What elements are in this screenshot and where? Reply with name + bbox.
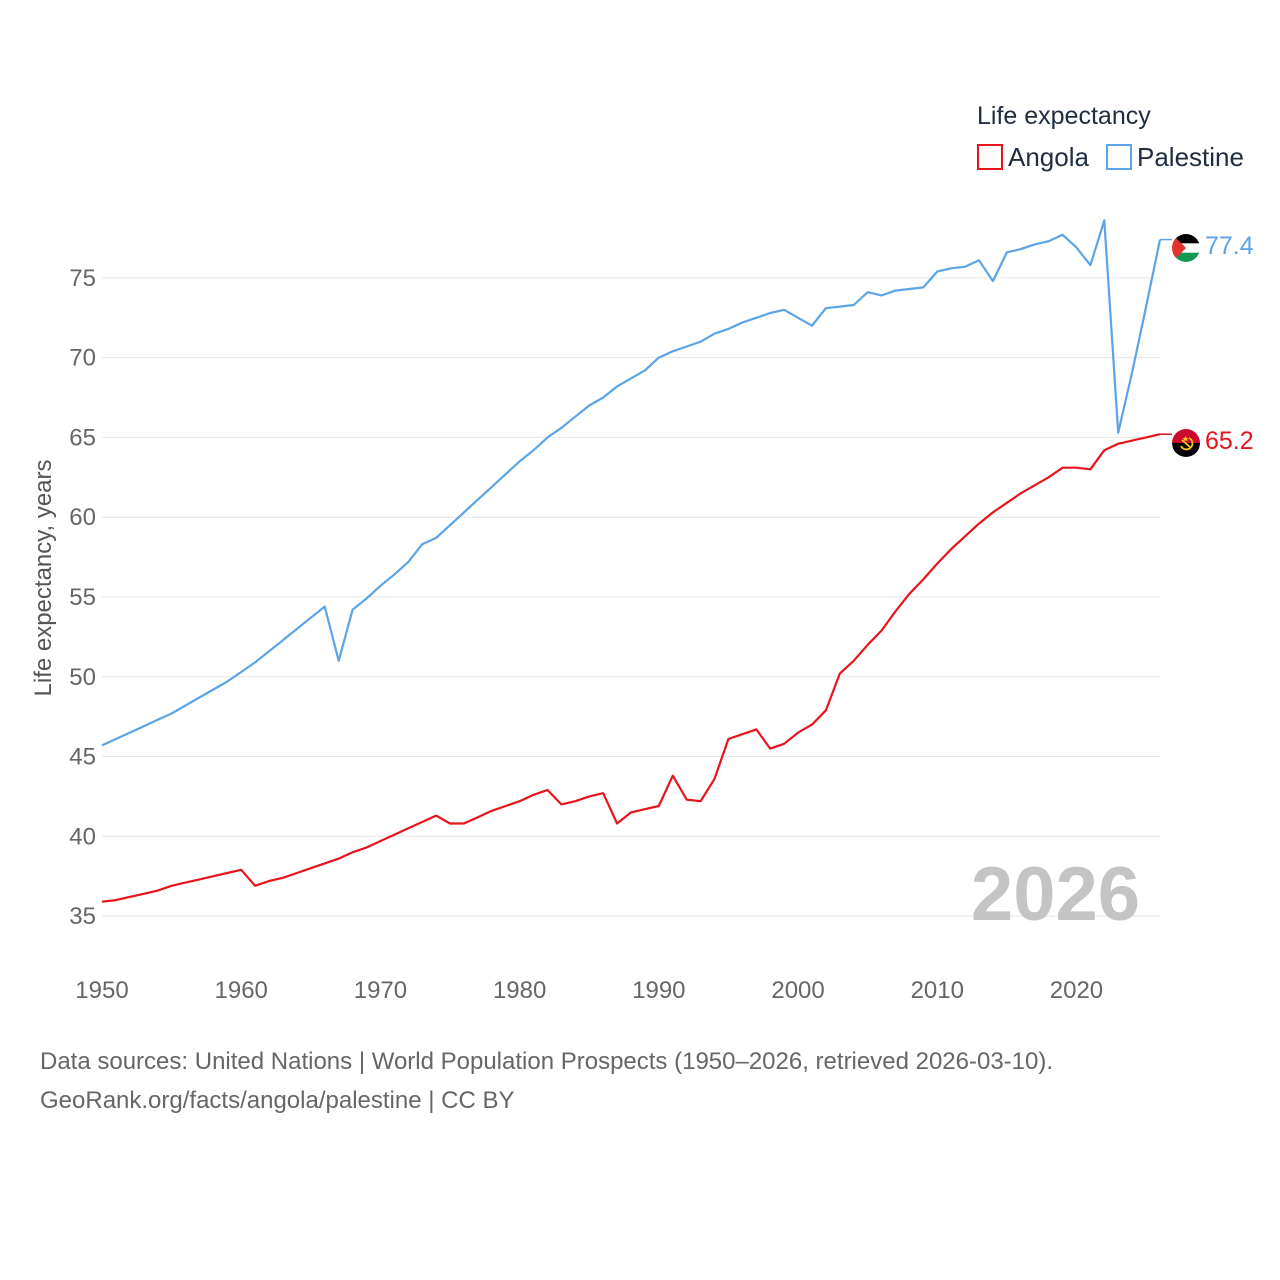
y-tick-label: 55 (69, 584, 96, 611)
y-axis-label: Life expectancy, years (30, 459, 57, 696)
data-sources: Data sources: United Nations | World Pop… (40, 1048, 1054, 1075)
y-tick-label: 35 (69, 903, 96, 930)
x-tick-label: 2000 (771, 977, 824, 1004)
x-tick-label: 1990 (632, 977, 685, 1004)
legend: Life expectancy Angola Palestine (977, 102, 1244, 172)
series-lines (101, 219, 1172, 903)
source-link[interactable]: GeoRank.org/facts/angola/palestine | CC … (40, 1087, 515, 1114)
y-tick-label: 60 (69, 504, 96, 531)
x-tick-label: 1960 (215, 977, 268, 1004)
y-tick-label: 70 (69, 345, 96, 372)
legend-swatch-angola (977, 144, 1003, 170)
legend-label-angola: Angola (1008, 142, 1089, 172)
series-line-palestine[interactable] (101, 219, 1162, 747)
y-tick-label: 45 (69, 744, 96, 771)
year-watermark: 2026 (971, 852, 1140, 937)
legend-label-palestine: Palestine (1137, 142, 1244, 172)
x-tick-label: 1980 (493, 977, 546, 1004)
angola-flag-icon (1172, 429, 1200, 457)
legend-swatch-palestine (1106, 144, 1132, 170)
y-tick-label: 65 (69, 424, 96, 451)
y-tick-label: 40 (69, 823, 96, 850)
x-tick-label: 2020 (1050, 977, 1103, 1004)
palestine-flag-icon (1172, 234, 1200, 262)
y-tick-label: 50 (69, 664, 96, 691)
x-tick-label: 2010 (911, 977, 964, 1004)
end-label-palestine: 77.4 (1205, 232, 1254, 260)
y-tick-label: 75 (69, 265, 96, 292)
legend-title: Life expectancy (977, 102, 1151, 130)
gridlines (102, 277, 1160, 917)
y-axis-ticks: 35 40 45 50 55 60 65 70 75 (69, 265, 96, 930)
x-tick-label: 1950 (75, 977, 128, 1004)
footer: Data sources: United Nations | World Pop… (40, 1042, 1053, 1120)
series-line-angola[interactable] (101, 433, 1161, 903)
legend-item-palestine[interactable]: Palestine (1106, 142, 1244, 172)
x-tick-label: 1970 (354, 977, 407, 1004)
x-axis-ticks: 1950 1960 1970 1980 1990 2000 2010 2020 (75, 977, 1103, 1004)
end-label-angola: 65.2 (1205, 427, 1254, 455)
legend-item-angola[interactable]: Angola (977, 142, 1089, 172)
line-chart: 35 40 45 50 55 60 65 70 75 1950 1960 1970 1980 1990 2… (30, 102, 1254, 1004)
